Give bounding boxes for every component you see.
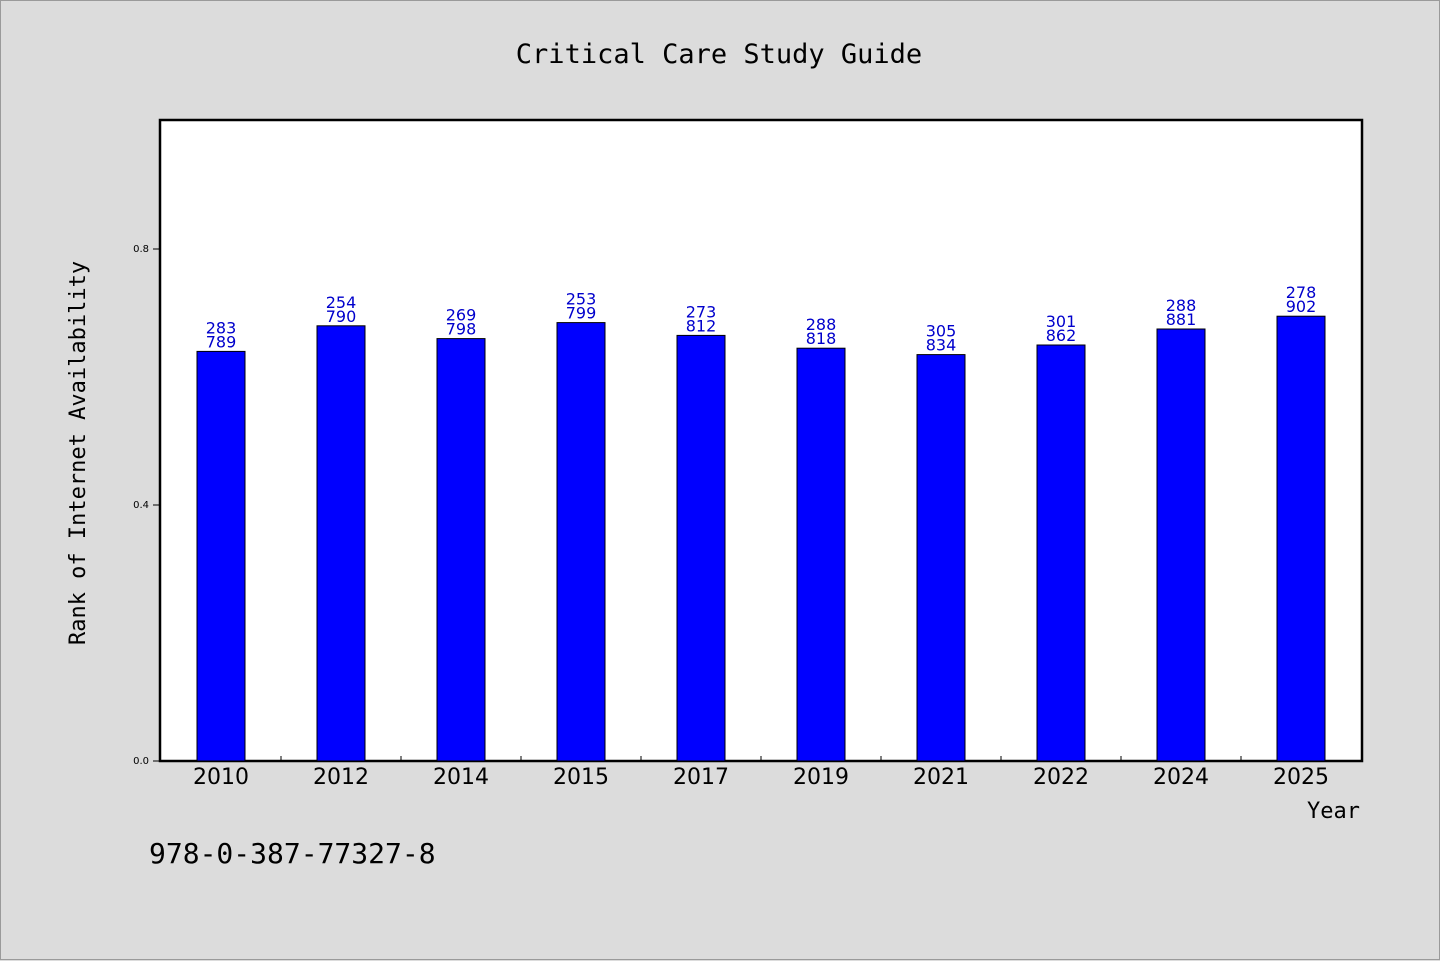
x-tick-label: 2022 [1033, 765, 1089, 790]
x-tick-label: 2010 [193, 765, 249, 790]
bar-data-label: 862 [1046, 326, 1077, 345]
y-axis-label: Rank of Internet Availability [66, 261, 91, 645]
x-tick-label: 2015 [553, 765, 609, 790]
bar [676, 334, 726, 762]
x-tick-label: 2024 [1153, 765, 1209, 790]
x-tick-label: 2021 [913, 765, 969, 790]
bar [196, 350, 246, 762]
bar-data-label: 789 [206, 332, 237, 351]
y-tick-label: 0.8 [133, 244, 149, 255]
bar [1156, 328, 1206, 762]
bar-data-label: 799 [566, 304, 597, 323]
bar-data-label: 902 [1286, 297, 1317, 316]
x-tick-label: 2019 [793, 765, 849, 790]
bar [1036, 344, 1086, 762]
bar-data-label: 305 [926, 322, 957, 341]
bar [556, 322, 606, 762]
bar-data-label: 798 [446, 320, 477, 339]
chart-title: Critical Care Study Guide [516, 39, 922, 70]
bar-data-label: 818 [806, 329, 837, 348]
bar-data-label: 254 [326, 293, 357, 312]
bar-data-label: 812 [686, 316, 717, 335]
bar-data-label: 288 [806, 315, 837, 334]
bar-data-label: 283 [206, 318, 237, 337]
bar-data-label: 288 [1166, 296, 1197, 315]
bar [316, 325, 366, 762]
bar [916, 354, 966, 762]
x-axis-label: Year [1307, 799, 1360, 824]
bar [796, 347, 846, 762]
bar-data-label: 790 [326, 307, 357, 326]
bar-data-label: 881 [1166, 310, 1197, 329]
isbn-text: 978-0-387-77327-8 [149, 837, 436, 870]
y-tick-label: 0.0 [133, 756, 149, 767]
x-tick-label: 2025 [1273, 765, 1329, 790]
bar [1276, 315, 1326, 762]
x-tick-label: 2017 [673, 765, 729, 790]
bar-data-label: 273 [686, 302, 717, 321]
x-axis-ticks: 2010 2012 2014 2015 2017 2019 2021 2022 2024 2025 [193, 756, 1329, 790]
bar-data-label: 834 [926, 336, 957, 355]
bar-data-label: 253 [566, 290, 597, 309]
bar-data-label: 278 [1286, 283, 1317, 302]
x-tick-label: 2012 [313, 765, 369, 790]
bar-data-label: 301 [1046, 312, 1077, 331]
x-tick-label: 2014 [433, 765, 489, 790]
y-tick-label: 0.4 [133, 500, 149, 511]
bar-data-label: 269 [446, 306, 477, 325]
y-axis-ticks: 0.0 0.4 0.8 [133, 244, 161, 767]
bar [436, 338, 486, 762]
